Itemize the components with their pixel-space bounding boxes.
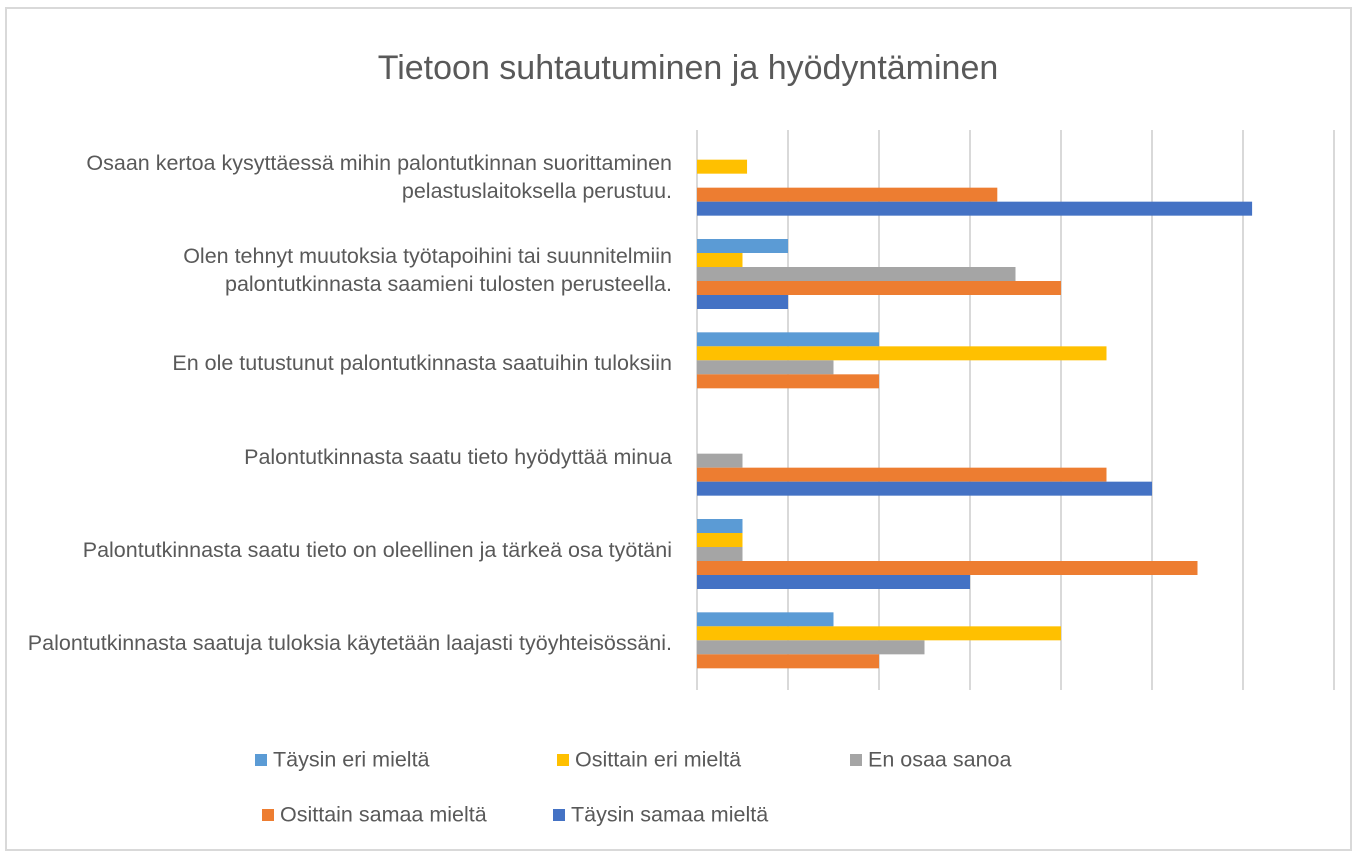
- bar: [697, 626, 1061, 641]
- bar: [697, 360, 834, 375]
- bar: [697, 453, 743, 468]
- bar: [697, 281, 1061, 295]
- bar: [697, 295, 788, 309]
- category-label: Olen tehnyt muutoksia työtapoihini tai s…: [183, 244, 672, 296]
- bar: [697, 467, 1107, 482]
- bar: [697, 159, 748, 174]
- legend-label: Osittain samaa mieltä: [280, 803, 487, 827]
- bar: [697, 519, 743, 533]
- legend-swatch: [557, 754, 569, 766]
- legend-label: Osittain eri mieltä: [575, 748, 741, 772]
- category-label: Osaan kertoa kysyttäessä mihin palontutk…: [86, 150, 672, 203]
- chart-border: [5, 7, 1352, 851]
- legend-swatch: [850, 754, 862, 766]
- legend-label: Täysin eri mieltä: [273, 748, 430, 772]
- legend-swatch: [255, 754, 267, 766]
- bar: [697, 374, 879, 389]
- legend-swatch: [553, 809, 565, 821]
- category-label: En ole tutustunut palontutkinnasta saatu…: [172, 351, 672, 376]
- bar: [697, 612, 834, 627]
- category-label: Palontutkinnasta saatuja tuloksia käytet…: [27, 631, 672, 656]
- bar: [697, 187, 998, 202]
- bar: [697, 561, 1198, 575]
- bar: [697, 346, 1107, 361]
- bar: [697, 267, 1016, 281]
- legend-label: Täysin samaa mieltä: [571, 803, 768, 827]
- bar: [697, 201, 1253, 216]
- category-label: Palontutkinnasta saatu tieto hyödyttää m…: [244, 444, 672, 469]
- bar: [697, 547, 743, 561]
- bar: [697, 239, 788, 253]
- bar: [697, 533, 743, 547]
- chart-title: Tietoon suhtautuminen ja hyödyntäminen: [378, 49, 999, 87]
- legend-swatch: [262, 809, 274, 821]
- bar: [697, 575, 970, 589]
- legend-label: En osaa sanoa: [868, 748, 1011, 772]
- bar: [697, 253, 743, 267]
- category-label: Palontutkinnasta saatu tieto on oleellin…: [82, 538, 672, 562]
- bar: [697, 481, 1152, 496]
- bar: [697, 332, 879, 347]
- bar: [697, 640, 925, 655]
- bar: [697, 654, 879, 669]
